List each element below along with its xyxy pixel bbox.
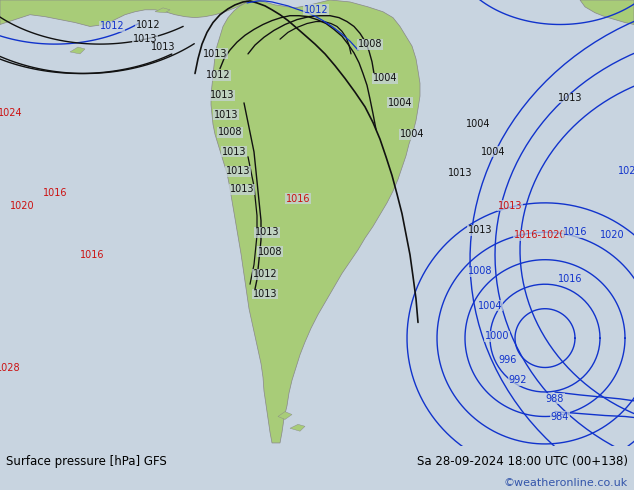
Text: 1024: 1024 xyxy=(618,167,634,176)
Text: 1013: 1013 xyxy=(203,49,227,59)
Text: 1016-1020: 1016-1020 xyxy=(514,230,566,240)
Text: 1012: 1012 xyxy=(253,270,277,279)
Text: 1016: 1016 xyxy=(80,250,104,260)
Polygon shape xyxy=(211,0,420,443)
Text: 1012: 1012 xyxy=(205,71,230,80)
Text: 1013: 1013 xyxy=(151,42,175,52)
Text: 1016: 1016 xyxy=(286,194,310,204)
Text: 1013: 1013 xyxy=(222,147,246,157)
Text: 1016: 1016 xyxy=(558,274,582,284)
Text: 996: 996 xyxy=(499,355,517,365)
Text: Sa 28-09-2024 18:00 UTC (00+138): Sa 28-09-2024 18:00 UTC (00+138) xyxy=(417,455,628,468)
Text: 1004: 1004 xyxy=(481,147,505,157)
Text: 1013: 1013 xyxy=(210,90,234,100)
Text: 1008: 1008 xyxy=(468,267,492,276)
Text: 1013: 1013 xyxy=(214,110,238,120)
Text: 1008: 1008 xyxy=(217,127,242,137)
Polygon shape xyxy=(0,0,247,26)
Text: 1013: 1013 xyxy=(448,169,472,178)
Text: 1016: 1016 xyxy=(42,188,67,198)
Text: 1013: 1013 xyxy=(255,227,279,237)
Text: 1016: 1016 xyxy=(563,227,587,237)
Polygon shape xyxy=(155,8,170,13)
Text: 1004: 1004 xyxy=(466,120,490,129)
Text: 1000: 1000 xyxy=(485,331,509,341)
Polygon shape xyxy=(278,412,292,419)
Text: 992: 992 xyxy=(508,375,527,385)
Text: 1013: 1013 xyxy=(230,184,254,194)
Text: 1004: 1004 xyxy=(388,98,412,108)
Text: 1020: 1020 xyxy=(10,201,34,211)
Text: ©weatheronline.co.uk: ©weatheronline.co.uk xyxy=(503,478,628,489)
Text: 1008: 1008 xyxy=(258,247,282,257)
Polygon shape xyxy=(70,47,85,54)
Text: Surface pressure [hPa] GFS: Surface pressure [hPa] GFS xyxy=(6,455,167,468)
Text: 1013: 1013 xyxy=(558,93,582,103)
Text: 984: 984 xyxy=(551,412,569,421)
Text: 1020: 1020 xyxy=(600,230,624,240)
Text: 1008: 1008 xyxy=(358,39,382,49)
Text: 1024: 1024 xyxy=(0,108,22,118)
Text: 1013: 1013 xyxy=(253,289,277,299)
Text: 1012: 1012 xyxy=(100,22,124,31)
Text: 1013: 1013 xyxy=(226,167,250,176)
Text: 1013: 1013 xyxy=(468,225,492,235)
Text: 1004: 1004 xyxy=(400,129,424,139)
Text: 1004: 1004 xyxy=(478,301,502,311)
Text: 1004: 1004 xyxy=(373,74,398,83)
Polygon shape xyxy=(290,424,305,431)
Text: 1013: 1013 xyxy=(133,34,157,44)
Text: 988: 988 xyxy=(546,394,564,404)
Text: 1013: 1013 xyxy=(498,201,522,211)
Text: 1012: 1012 xyxy=(304,5,328,15)
Polygon shape xyxy=(580,0,634,24)
Text: 1028: 1028 xyxy=(0,363,20,372)
Text: 1012: 1012 xyxy=(136,20,160,29)
